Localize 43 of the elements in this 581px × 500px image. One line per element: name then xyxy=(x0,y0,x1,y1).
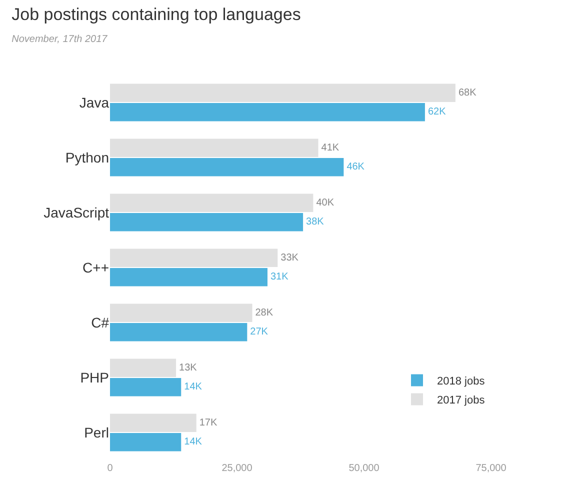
chart-title: Job postings containing top languages xyxy=(12,5,301,24)
x-tick-label: 25,000 xyxy=(222,463,253,474)
legend-label: 2018 jobs xyxy=(437,376,486,388)
bar xyxy=(110,102,425,122)
bar xyxy=(110,84,456,102)
data-label: 27K xyxy=(250,326,268,338)
y-tick-label: PHP xyxy=(80,369,109,386)
data-label: 38K xyxy=(306,216,324,228)
bar xyxy=(110,194,314,212)
data-label: 41K xyxy=(321,142,340,154)
y-tick-label: C++ xyxy=(82,259,109,276)
y-tick-label: Perl xyxy=(84,424,109,440)
bar xyxy=(110,304,252,322)
bar xyxy=(110,158,344,176)
data-label: 46K xyxy=(346,162,365,173)
bar xyxy=(110,268,268,286)
bar xyxy=(110,414,196,432)
data-label: 13K xyxy=(179,362,198,374)
y-tick-label: JavaScript xyxy=(44,204,110,220)
bar xyxy=(110,248,278,268)
y-tick-label: Java xyxy=(79,94,110,110)
data-label: 68K xyxy=(458,87,477,98)
bar xyxy=(110,138,318,158)
x-tick-label: 75,000 xyxy=(476,463,507,474)
y-tick-label: C# xyxy=(91,314,110,330)
data-label: 62K xyxy=(428,106,446,118)
x-tick-label: 50,000 xyxy=(348,463,380,474)
y-tick-label: Python xyxy=(65,149,109,166)
data-label: 14K xyxy=(184,436,202,448)
chart-subtitle: November, 17th 2017 xyxy=(12,34,108,46)
bar xyxy=(110,378,182,396)
data-label: 28K xyxy=(255,307,274,318)
bar xyxy=(110,212,304,232)
x-tick-label: 0 xyxy=(107,463,114,474)
data-label: 40K xyxy=(316,197,334,208)
bar xyxy=(110,322,248,342)
data-label: 33K xyxy=(280,252,299,264)
bar xyxy=(110,432,182,452)
legend-label: 2017 jobs xyxy=(437,394,486,407)
data-label: 31K xyxy=(270,272,289,283)
data-label: 14K xyxy=(184,382,202,393)
data-label: 17K xyxy=(199,417,218,428)
bar xyxy=(110,358,176,378)
